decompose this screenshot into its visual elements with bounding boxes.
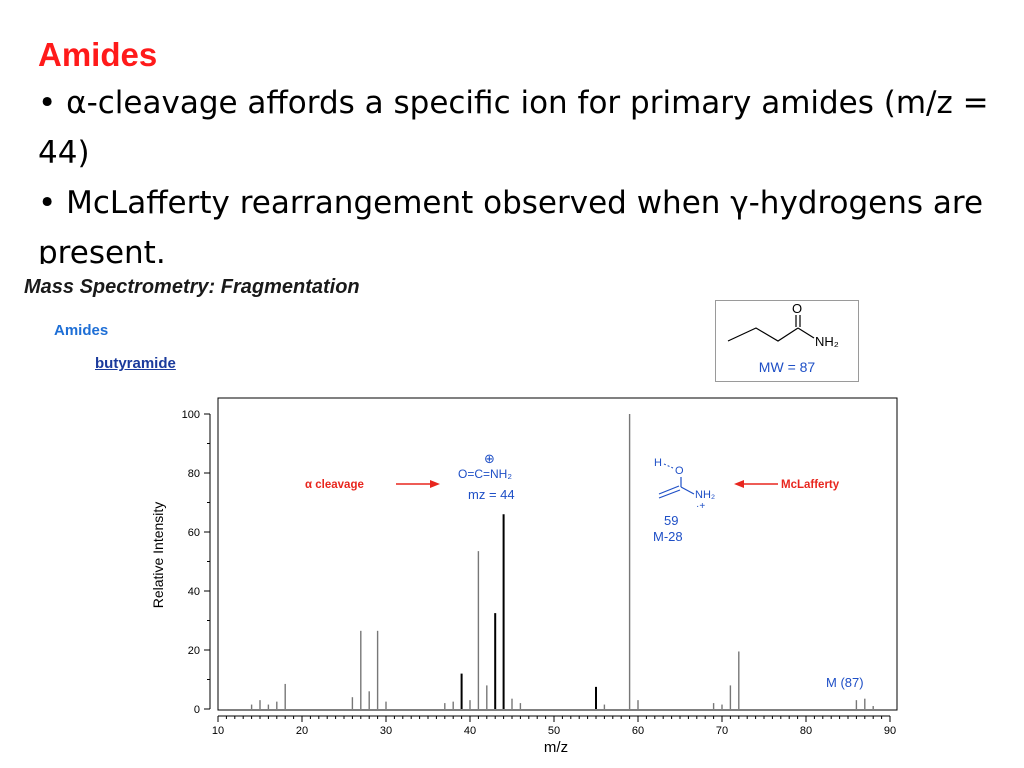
alpha-arrow-head [430, 480, 440, 488]
x-tick-label-20: 20 [296, 725, 308, 737]
structure-box: O NH₂ MW = 87 [715, 300, 859, 382]
mclafferty-o: O [675, 465, 684, 477]
x-tick-label-70: 70 [716, 725, 728, 737]
molecular-ion-label: M (87) [826, 675, 864, 690]
mclafferty-h: H [654, 457, 662, 469]
plot-frame [217, 397, 898, 711]
mclafferty-cc-bond-2 [658, 489, 681, 499]
y-tick-label-40: 40 [188, 586, 200, 598]
x-tick-label-30: 30 [380, 725, 392, 737]
x-tick-label-10: 10 [212, 725, 224, 737]
x-tick-label-40: 40 [464, 725, 476, 737]
butyramide-structure: O NH₂ [727, 301, 839, 349]
y-tick-label-0: 0 [194, 704, 200, 716]
alpha-ion-formula: O=C=NH₂ [458, 467, 512, 481]
mclafferty-nh2: NH₂ [695, 489, 715, 501]
mclafferty-cc-bond-1 [658, 485, 680, 495]
y-tick-label-100: 100 [182, 409, 200, 421]
compound-link[interactable]: butyramide [95, 355, 176, 372]
mclafferty-cn-bond [680, 486, 695, 495]
x-tick-label-80: 80 [800, 725, 812, 737]
mclafferty-label: McLafferty [781, 479, 840, 491]
carbon-chain [727, 327, 799, 342]
y-tick-label-20: 20 [188, 645, 200, 657]
carbonyl-o: O [792, 301, 802, 316]
x-tick-label-90: 90 [884, 725, 896, 737]
mclafferty-arrow-head [734, 480, 744, 488]
mclafferty-loss: M-28 [653, 529, 683, 544]
amine-nh2: NH₂ [815, 334, 839, 349]
mclafferty-charge: ·+ [696, 501, 705, 512]
slide-title: Amides [38, 36, 158, 73]
x-tick-label-50: 50 [548, 725, 560, 737]
category-label: Amides [54, 322, 109, 339]
mclafferty-h-bond [663, 463, 674, 469]
x-axis-label: m/z [544, 739, 568, 756]
alpha-charge-symbol: ⊕ [484, 452, 495, 467]
bullet-alpha-cleavage: • α-cleavage affords a specific ion for … [38, 85, 989, 171]
slide-text-block: Amides • α-cleavage affords a specific i… [38, 32, 998, 264]
x-tick-label-60: 60 [632, 725, 644, 737]
alpha-cleavage-label: α cleavage [305, 479, 364, 491]
y-tick-label-60: 60 [188, 527, 200, 539]
amide-bond [797, 327, 815, 339]
y-axis-label: Relative Intensity [150, 502, 166, 609]
mclafferty-mass: 59 [664, 513, 678, 528]
y-tick-label-80: 80 [188, 468, 200, 480]
mw-label: MW = 87 [758, 359, 816, 375]
bullet-mclafferty: • McLafferty rearrangement observed when… [38, 185, 984, 264]
figure-heading: Mass Spectrometry: Fragmentation [24, 276, 360, 298]
alpha-mz-label: mz = 44 [468, 487, 515, 502]
